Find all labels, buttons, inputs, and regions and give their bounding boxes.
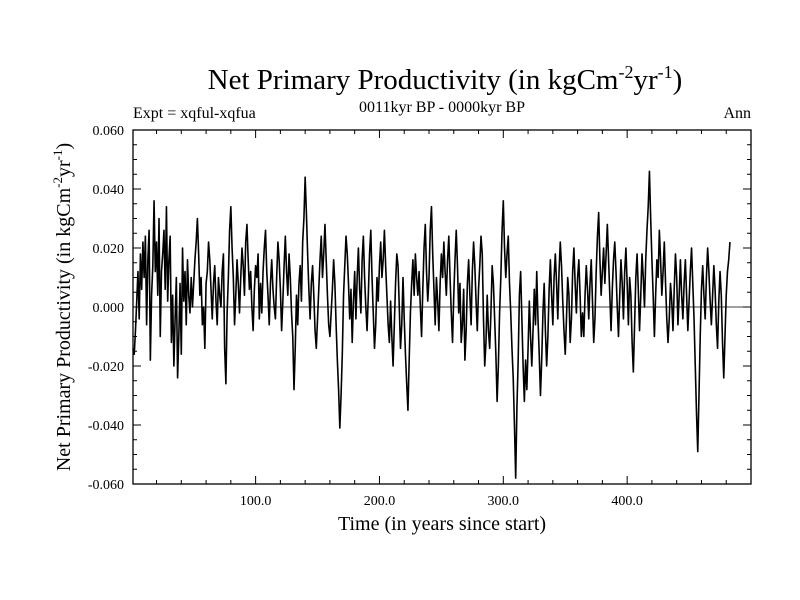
- x-axis-label: Time (in years since start): [338, 513, 546, 535]
- x-tick-label: 100.0: [240, 494, 272, 509]
- experiment-label: Expt = xqful-xqfua: [133, 105, 256, 122]
- y-tick-label: -0.060: [88, 478, 124, 493]
- y-tick-label: 0.000: [93, 301, 125, 316]
- y-tick-label: 0.060: [93, 124, 125, 139]
- x-tick-label: 200.0: [364, 494, 396, 509]
- plot-area: 100.0 200.0 300.0 400.0 -0.060 -0.040 -0.020 0.…: [88, 124, 752, 509]
- series-line-npp: [132, 170, 731, 479]
- season-label: Ann: [723, 105, 751, 122]
- y-tick-label: 0.020: [93, 242, 125, 257]
- x-tick-label: 400.0: [611, 494, 643, 509]
- y-tick-label: 0.040: [93, 183, 125, 198]
- y-tick-label: -0.020: [88, 360, 124, 375]
- y-tick-label: -0.040: [88, 419, 124, 434]
- x-tick-label: 300.0: [488, 494, 520, 509]
- period-label: 0011kyr BP - 0000kyr BP: [359, 99, 525, 116]
- chart-title: Net Primary Productivity (in kgCm-2yr-1): [208, 62, 683, 96]
- y-axis-label: Net Primary Productivity (in kgCm-2yr-1): [50, 143, 75, 471]
